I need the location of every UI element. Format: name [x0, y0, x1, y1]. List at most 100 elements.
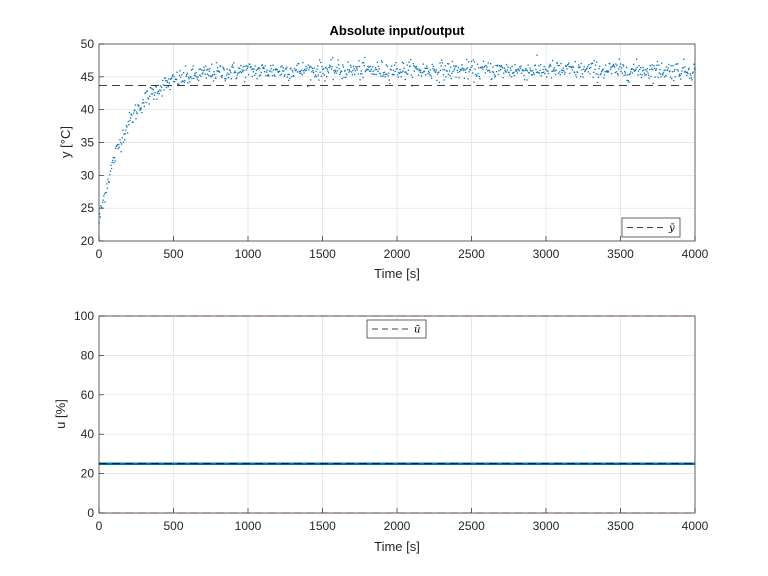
output-data-point [295, 69, 297, 71]
output-data-point [629, 73, 631, 75]
output-data-point [235, 78, 237, 80]
input-xtick-label: 500 [163, 519, 183, 533]
output-data-point [535, 68, 537, 71]
output-data-point [236, 77, 238, 79]
output-data-point [418, 70, 420, 72]
output-data-point [593, 59, 595, 62]
output-data-point [380, 75, 382, 77]
output-data-point [182, 80, 184, 82]
output-data-point [101, 201, 104, 203]
output-data-point [666, 69, 669, 71]
output-data-point [476, 63, 479, 65]
output-data-point [526, 70, 529, 72]
output-data-point [330, 68, 333, 70]
input-ticks: 0 500 1000 1500 2000 2500 3000 3500 4000 0 20 40 60 8… [74, 309, 709, 533]
output-data-point [118, 146, 120, 148]
output-data-point [243, 81, 246, 83]
output-data-point [385, 73, 387, 75]
output-data-point [595, 73, 597, 75]
output-data-point [560, 69, 563, 71]
output-data-point [554, 73, 557, 76]
output-data-point [367, 65, 369, 68]
output-data-point [405, 71, 407, 73]
output-data-point [305, 65, 307, 68]
output-data-point [553, 67, 556, 69]
output-data-point [566, 68, 568, 70]
output-xtick-label: 2500 [458, 247, 485, 261]
output-data-point [399, 68, 401, 71]
output-data-point [402, 62, 405, 64]
output-data-point [622, 65, 625, 67]
output-data-point [150, 87, 152, 89]
output-data-point [149, 95, 151, 97]
output-data-point [486, 70, 489, 72]
output-data-point [288, 73, 290, 76]
output-data-point [272, 64, 274, 66]
output-data-point [510, 76, 513, 78]
output-data-point [427, 70, 430, 73]
output-data-point [125, 125, 128, 127]
output-data-point [613, 66, 616, 68]
output-data-point [442, 69, 444, 71]
output-data-point [621, 72, 623, 74]
output-data-point [646, 68, 649, 70]
output-data-point [481, 66, 483, 69]
output-data-point [453, 65, 455, 67]
output-data-point [459, 68, 461, 71]
output-data-point [545, 68, 547, 71]
output-data-point [352, 69, 354, 72]
output-data-point [413, 70, 415, 72]
output-data-point [577, 66, 579, 68]
output-data-point [152, 93, 154, 95]
output-data-point [621, 67, 623, 69]
input-xtick-label: 3000 [533, 519, 560, 533]
output-data-point [435, 71, 437, 73]
output-data-point [311, 71, 313, 73]
output-data-point [134, 104, 137, 106]
output-data-point [470, 66, 472, 69]
output-data-point [386, 73, 388, 76]
output-data-point [181, 74, 183, 76]
output-data-point [405, 72, 408, 75]
output-data-point [348, 71, 350, 73]
output-data-point [506, 64, 508, 66]
output-data-point [485, 68, 488, 70]
output-data-point [377, 70, 379, 72]
output-data-point [430, 75, 432, 77]
output-data-point [364, 56, 366, 59]
output-data-point [196, 76, 198, 78]
output-data-point [549, 63, 551, 65]
output-data-point [594, 64, 597, 66]
output-data-point [438, 71, 440, 73]
output-data-point [382, 72, 384, 74]
output-data-point [520, 65, 522, 67]
output-data-point [571, 66, 573, 69]
output-data-point [559, 74, 562, 76]
output-data-point [487, 62, 489, 64]
output-data-point [650, 75, 652, 78]
output-data-point [267, 74, 269, 76]
output-data-point [610, 66, 612, 68]
output-data-point [376, 61, 379, 63]
output-data-point [498, 70, 500, 72]
output-data-point [323, 74, 325, 76]
output-data-point [477, 73, 479, 75]
output-data-point [141, 102, 144, 104]
output-data-point [599, 65, 601, 68]
output-data-point [233, 71, 235, 74]
output-data-point [346, 68, 349, 71]
output-data-point [638, 68, 641, 71]
output-data-point [251, 75, 253, 78]
output-data-point [278, 70, 281, 72]
output-data-point [574, 71, 576, 74]
output-data-point [339, 73, 341, 75]
output-data-point [583, 65, 585, 68]
output-data-point [230, 78, 233, 80]
output-xtick-label: 1500 [309, 247, 336, 261]
output-data-point [582, 68, 585, 70]
input-xtick-label: 4000 [682, 519, 709, 533]
output-data-point [137, 104, 140, 106]
output-data-point [314, 76, 316, 78]
output-data-point [361, 62, 364, 64]
output-data-point [645, 73, 647, 76]
